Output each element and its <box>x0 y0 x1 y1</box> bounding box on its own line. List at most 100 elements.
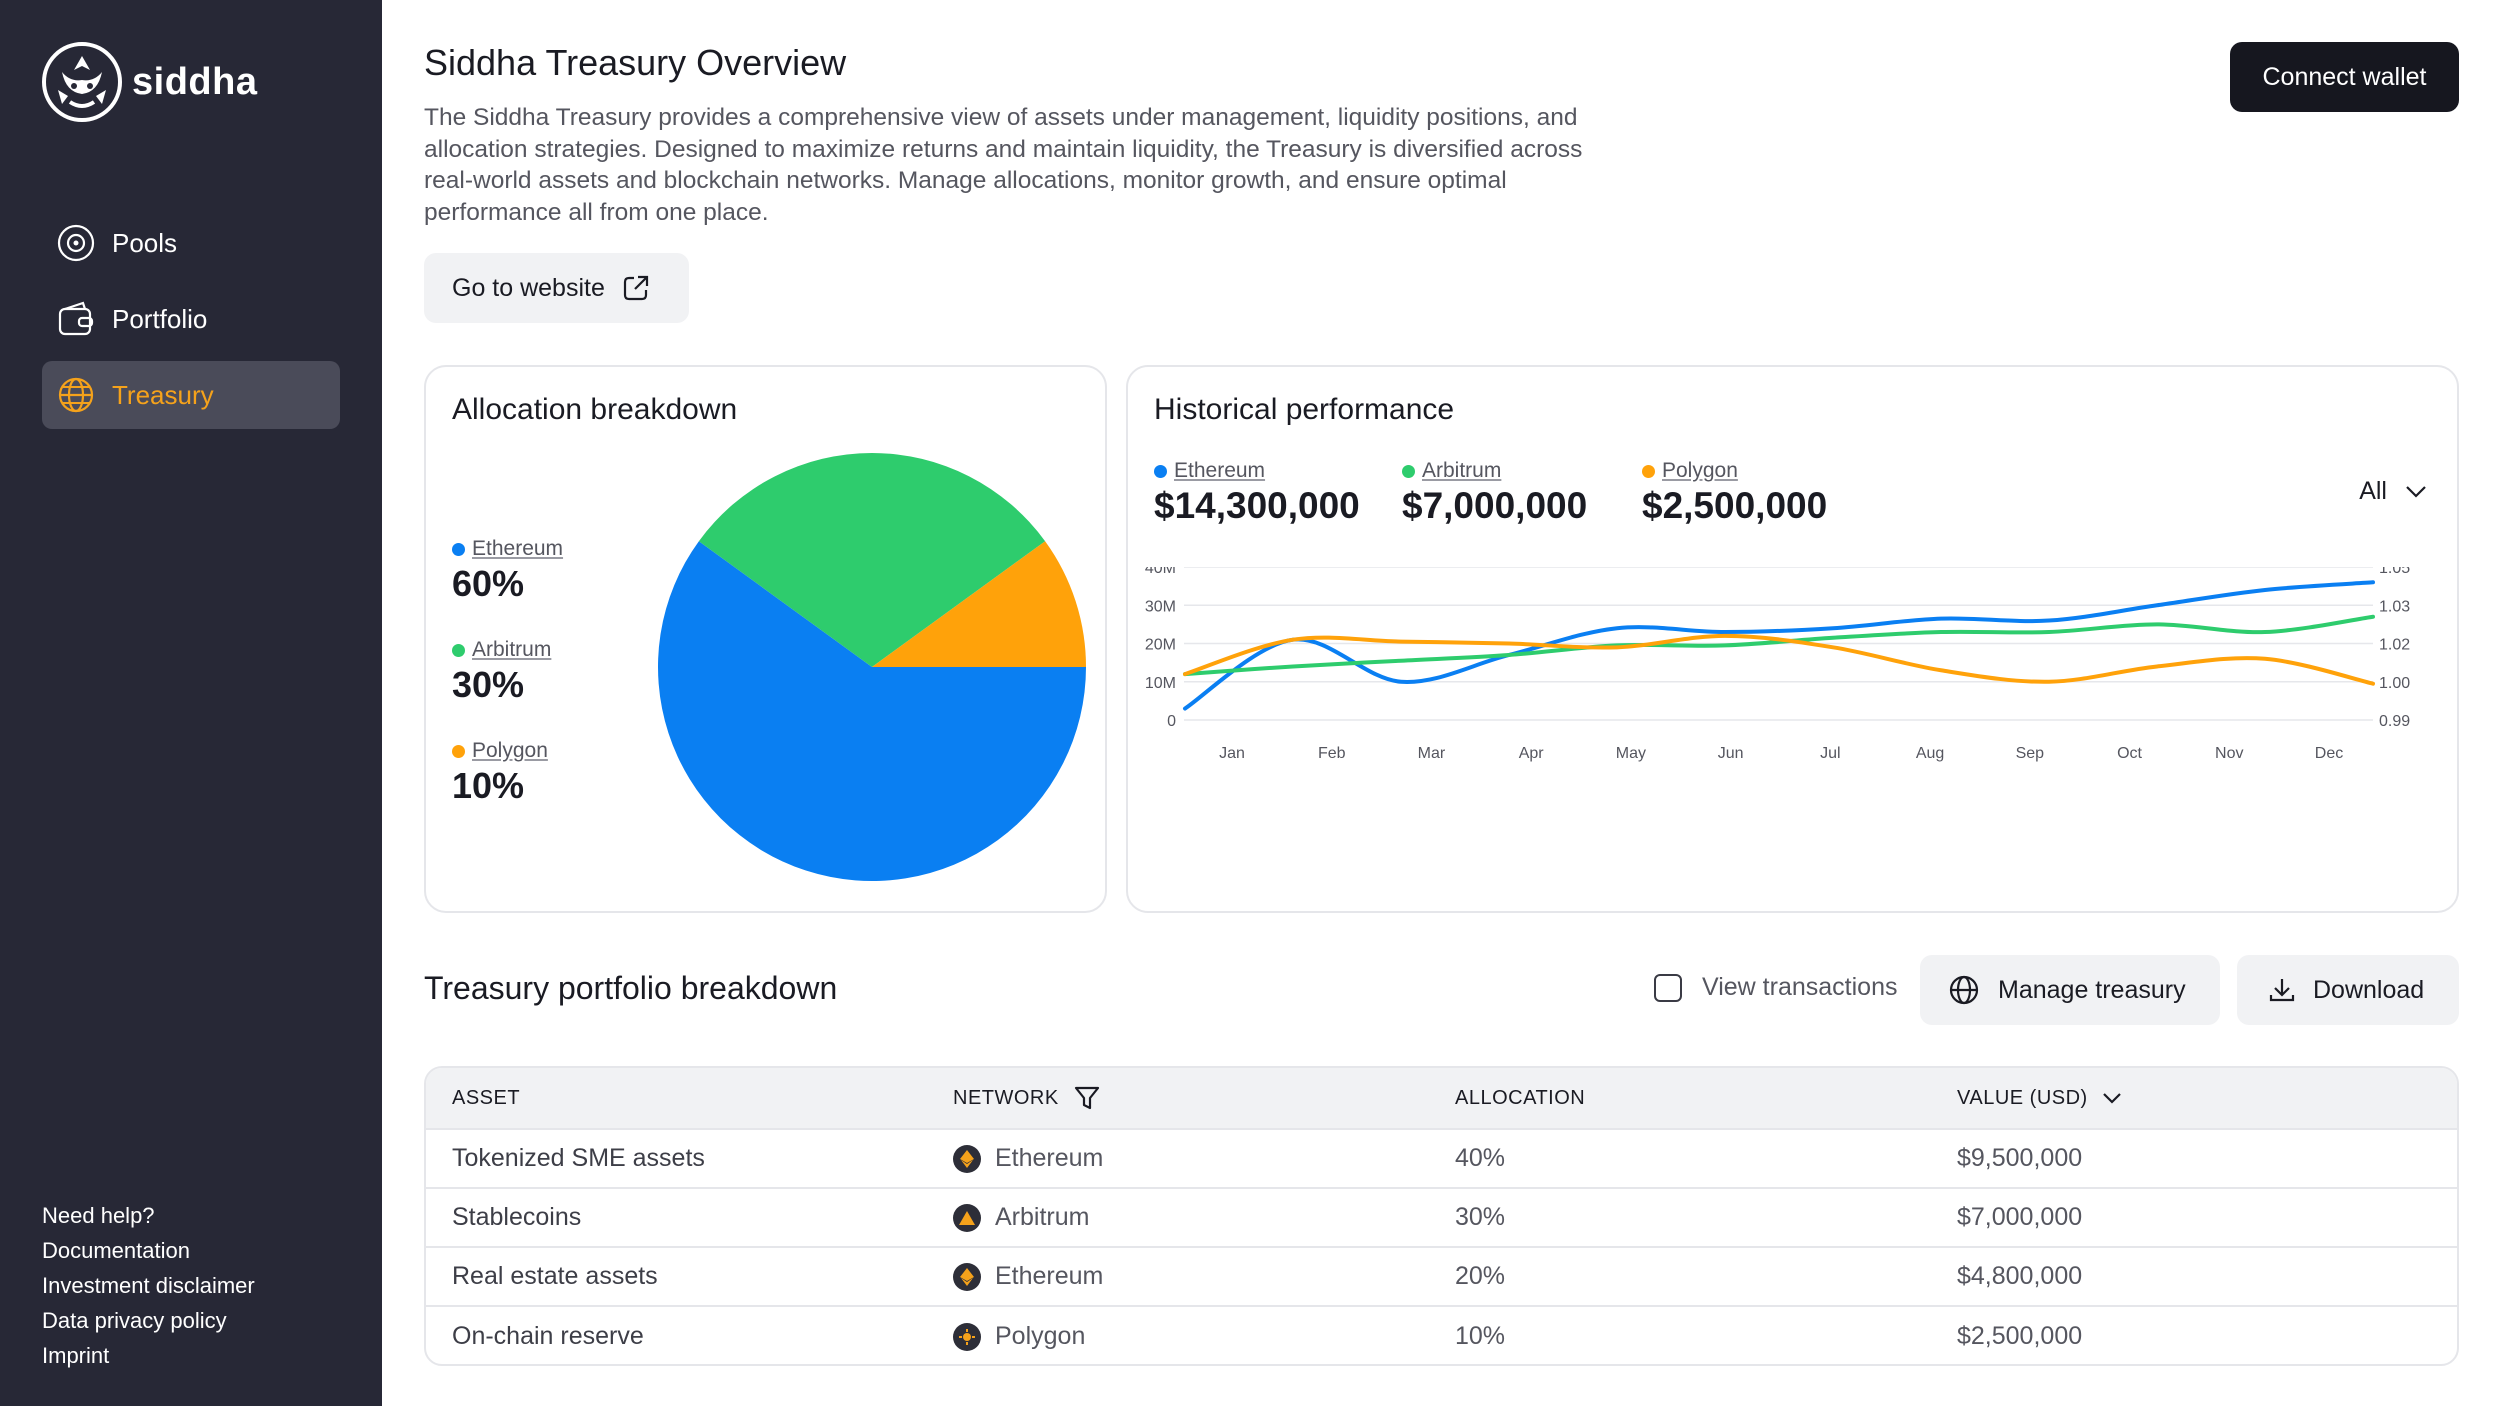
footer-link-imprint[interactable]: Imprint <box>42 1343 110 1368</box>
view-transactions-toggle[interactable]: View transactions <box>1654 973 1897 1002</box>
portfolio-table: ASSET NETWORK ALLOCATION VALUE (USD) Tok… <box>424 1066 2459 1366</box>
y-right-tick-label: 1.03 <box>2379 598 2410 615</box>
ethereum-icon <box>953 1144 981 1173</box>
column-header-allocation: ALLOCATION <box>1455 1086 1586 1109</box>
arbitrum-dot-icon <box>1402 464 1415 478</box>
external-link-icon <box>623 275 648 301</box>
table-row[interactable]: Stablecoins Arbitrum 30% $7,000,000 <box>426 1189 2457 1248</box>
legend-name[interactable]: Ethereum <box>472 537 564 560</box>
history-legend-ethereum: Ethereum $14,300,000 <box>1154 459 1360 527</box>
legend-name[interactable]: Ethereum <box>1174 459 1266 482</box>
globe-icon <box>1949 975 1979 1005</box>
pie-slice-ethereum <box>658 541 1086 881</box>
cell-allocation: 20% <box>1455 1262 1506 1290</box>
allocation-card: Allocation breakdown Ethereum 60% Arbitr… <box>424 365 1107 913</box>
wallet-icon <box>56 299 96 339</box>
logo[interactable]: siddha <box>40 40 257 124</box>
table-row[interactable]: Real estate assets Ethereum 20% $4,800,0… <box>426 1248 2457 1307</box>
x-tick-label: Aug <box>1916 745 1944 762</box>
network-name: Polygon <box>995 1322 1086 1350</box>
x-tick-label: May <box>1616 745 1646 762</box>
cell-value: $9,500,000 <box>1957 1144 2083 1172</box>
go-to-website-button[interactable]: Go to website <box>424 253 689 323</box>
y-left-tick-label: 0 <box>1167 713 1176 730</box>
history-legend-polygon: Polygon $2,500,000 <box>1642 459 1827 527</box>
sidebar-item-label: Pools <box>112 227 178 258</box>
x-tick-label: Mar <box>1418 745 1446 762</box>
sidebar-item-pools[interactable]: Pools <box>42 209 340 277</box>
column-header-network[interactable]: NETWORK <box>953 1084 1101 1112</box>
pools-icon <box>56 223 96 263</box>
range-select-value: All <box>2359 477 2387 505</box>
pie-slice-arbitrum <box>698 453 1046 667</box>
legend-value: 60% <box>452 563 525 604</box>
x-tick-label: Oct <box>2117 745 2142 762</box>
legend-name[interactable]: Polygon <box>472 739 548 762</box>
download-icon <box>2269 979 2295 1002</box>
x-tick-label: Nov <box>2215 745 2243 762</box>
network-name: Arbitrum <box>995 1203 1090 1231</box>
historical-performance-card: Historical performance Ethereum $14,300,… <box>1126 365 2459 913</box>
allocation-legend-polygon: Polygon 10% <box>452 739 548 807</box>
legend-value: 10% <box>452 765 525 806</box>
download-button[interactable]: Download <box>2237 955 2459 1025</box>
arbitrum-icon <box>953 1203 981 1232</box>
cell-asset: Real estate assets <box>452 1262 658 1290</box>
app-name: siddha <box>132 60 258 103</box>
network-name: Ethereum <box>995 1144 1104 1172</box>
history-title: Historical performance <box>1154 393 1455 426</box>
cell-allocation: 30% <box>1455 1203 1506 1231</box>
legend-name[interactable]: Arbitrum <box>472 638 552 661</box>
legend-name[interactable]: Polygon <box>1662 459 1738 482</box>
filter-icon[interactable] <box>1073 1084 1101 1112</box>
view-transactions-checkbox[interactable] <box>1654 973 1682 1002</box>
x-tick-label: Sep <box>2016 745 2045 762</box>
y-right-tick-label: 1.02 <box>2379 637 2410 654</box>
cell-network: Arbitrum <box>953 1203 1089 1232</box>
footer-link-documentation[interactable]: Documentation <box>42 1238 190 1263</box>
x-tick-label: Apr <box>1519 745 1545 762</box>
x-tick-label: Dec <box>2315 745 2343 762</box>
chevron-down-icon <box>2406 485 2426 498</box>
history-legend-arbitrum: Arbitrum $7,000,000 <box>1402 459 1587 527</box>
y-right-tick-label: 1.05 <box>2379 567 2410 577</box>
y-left-tick-label: 20M <box>1145 637 1176 654</box>
chevron-down-icon[interactable] <box>2102 1091 2122 1105</box>
view-transactions-label: View transactions <box>1702 973 1898 1001</box>
go-to-website-label: Go to website <box>452 273 605 302</box>
x-tick-label: Jan <box>1219 745 1245 762</box>
cell-allocation: 40% <box>1455 1144 1506 1172</box>
x-tick-label: Jun <box>1718 745 1744 762</box>
column-header-network-label: NETWORK <box>953 1086 1059 1109</box>
allocation-legend-ethereum: Ethereum 60% <box>452 537 563 605</box>
sidebar-item-treasury[interactable]: Treasury <box>42 361 340 429</box>
cell-network: Ethereum <box>953 1144 1103 1173</box>
pie-slice-polygon <box>872 541 1086 667</box>
manage-treasury-button[interactable]: Manage treasury <box>1920 955 2220 1025</box>
series-line-ethereum <box>1183 580 2375 711</box>
y-right-tick-label: 1.00 <box>2379 675 2410 692</box>
table-row[interactable]: On-chain reserve Polygon 10% $2,500,000 <box>426 1307 2457 1364</box>
sidebar-item-portfolio[interactable]: Portfolio <box>42 285 340 353</box>
x-tick-label: Jul <box>1820 745 1840 762</box>
range-select[interactable]: All <box>2359 477 2427 506</box>
cell-allocation: 10% <box>1455 1322 1506 1350</box>
table-row[interactable]: Tokenized SME assets Ethereum 40% $9,500… <box>426 1130 2457 1189</box>
cell-value: $2,500,000 <box>1957 1322 2083 1350</box>
column-header-value[interactable]: VALUE (USD) <box>1957 1087 2122 1110</box>
legend-name[interactable]: Arbitrum <box>1422 459 1502 482</box>
allocation-legend-arbitrum: Arbitrum 30% <box>452 638 551 706</box>
cell-value: $7,000,000 <box>1957 1203 2083 1231</box>
cell-network: Polygon <box>953 1322 1085 1351</box>
allocation-title: Allocation breakdown <box>452 393 738 426</box>
siddha-logo-icon <box>42 42 122 122</box>
footer-link-disclaimer[interactable]: Investment disclaimer <box>42 1273 255 1298</box>
polygon-dot-icon <box>1642 464 1655 478</box>
page-description: The Siddha Treasury provides a comprehen… <box>424 104 1583 226</box>
connect-wallet-button[interactable]: Connect wallet <box>2230 42 2459 112</box>
footer-link-privacy[interactable]: Data privacy policy <box>42 1308 227 1333</box>
footer-link-help[interactable]: Need help? <box>42 1203 155 1228</box>
y-left-tick-label: 40M <box>1145 567 1176 577</box>
sidebar-item-label: Treasury <box>112 379 214 410</box>
ethereum-dot-icon <box>452 542 465 556</box>
